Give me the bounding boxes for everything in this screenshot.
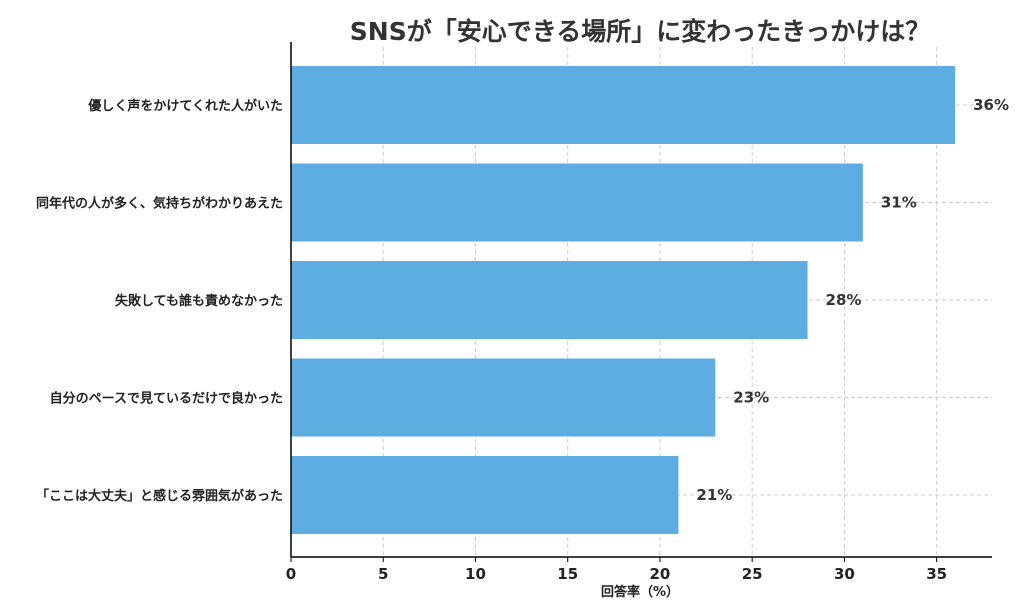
x-ticks: 0 5 10 15 20 25 30 35 bbox=[286, 557, 947, 583]
value-labels: 36% 31% 28% 23% 21% bbox=[696, 96, 1009, 504]
category-labels: 優しく声をかけてくれた人がいた同年代の人が多く、気持ちがわかりあえた失敗しても誰… bbox=[36, 98, 283, 504]
axes bbox=[290, 42, 992, 558]
value-label: 28% bbox=[826, 291, 862, 309]
category-label: 失敗しても誰も責めなかった bbox=[115, 293, 283, 309]
x-tick-label: 35 bbox=[926, 565, 947, 583]
x-tick-label: 25 bbox=[742, 565, 763, 583]
value-label: 23% bbox=[733, 389, 769, 407]
value-label: 31% bbox=[881, 194, 917, 212]
bar bbox=[291, 163, 863, 242]
category-label: 優しく声をかけてくれた人がいた bbox=[87, 98, 283, 114]
bar bbox=[291, 358, 716, 437]
x-tick-label: 10 bbox=[465, 565, 486, 583]
category-label: 「ここは大丈夫」と感じる雰囲気があった bbox=[36, 488, 283, 504]
value-label: 36% bbox=[973, 96, 1009, 114]
x-tick-label: 0 bbox=[286, 565, 296, 583]
bar bbox=[291, 66, 956, 144]
category-label: 同年代の人が多く、気持ちがわかりあえた bbox=[36, 196, 283, 212]
value-label: 21% bbox=[696, 486, 732, 504]
chart-title: SNSが「安心できる場所」に変わったきっかけは？ bbox=[350, 17, 930, 46]
bar bbox=[291, 261, 808, 339]
x-tick-label: 20 bbox=[650, 565, 671, 583]
x-tick-label: 5 bbox=[378, 565, 388, 583]
bar bbox=[291, 456, 679, 534]
category-label: 自分のペースで見ているだけで良かった bbox=[50, 391, 283, 407]
x-axis-label: 回答率（%） bbox=[601, 584, 679, 600]
bars bbox=[291, 66, 956, 534]
x-tick-label: 30 bbox=[834, 565, 855, 583]
x-tick-label: 15 bbox=[557, 565, 578, 583]
